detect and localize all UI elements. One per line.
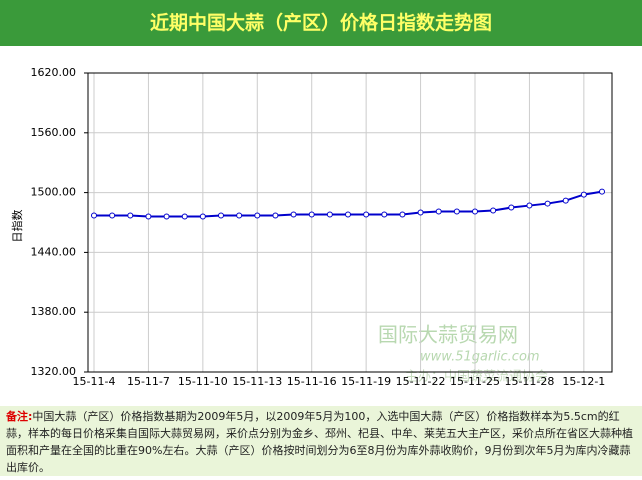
watermark: 国际大蒜贸易网 [378,323,518,347]
data-point [453,208,460,215]
data-point [109,212,116,219]
data-point [254,212,261,219]
data-point [181,213,188,220]
data-point [218,212,224,219]
note: 备注:中国大蒜（产区）价格指数基期为2009年5月，以2009年5月为100，入… [0,406,642,476]
data-point [399,211,406,218]
data-point [127,212,134,219]
x-tick-label: 15-11-22 [396,375,446,388]
chart-title: 近期中国大蒜（产区）价格日指数走势图 [0,0,642,46]
chart: 国际大蒜贸易网 www.51garlic.com 主办：中国蔬菜流通协会 日指数… [0,46,642,406]
data-point [326,211,333,218]
data-point [508,204,515,211]
data-point [345,211,351,218]
data-point [363,211,370,218]
watermark: 主办：中国蔬菜流通协会 [405,370,548,385]
x-tick-label: 15-11-4 [73,375,116,388]
data-point [308,211,315,218]
x-tick-label: 15-12-1 [562,375,605,388]
x-tick-label: 15-11-10 [178,375,228,388]
y-tick-label: 1440.00 [31,245,77,258]
x-tick-label: 15-11-19 [341,375,391,388]
data-point [417,209,424,216]
y-tick-label: 1560.00 [31,126,77,139]
data-point [562,197,569,204]
data-point [163,213,170,220]
x-tick-label: 15-11-7 [127,375,170,388]
x-tick-label: 15-11-25 [450,375,500,388]
data-point [290,211,297,218]
watermark: www.51garlic.com [420,350,540,365]
chart-bg [0,46,642,406]
y-tick-label: 1500.00 [31,186,77,199]
y-axis-label: 日指数 [10,210,24,243]
data-point [381,211,388,218]
y-tick-label: 1620.00 [31,66,77,79]
note-text: 中国大蒜（产区）价格指数基期为2009年5月，以2009年5月为100，入选中国… [6,410,633,474]
plot-frame [87,72,613,373]
y-tick-label: 1320.00 [31,365,77,378]
x-tick-label: 15-11-28 [504,375,554,388]
data-point [435,208,442,215]
data-point [199,213,206,220]
data-point [145,213,152,220]
note-label: 备注: [6,410,33,423]
x-tick-label: 15-11-16 [287,375,337,388]
x-tick-label: 15-11-13 [232,375,282,388]
data-point [599,188,605,195]
data-point [272,212,279,219]
data-point [526,202,533,209]
data-point [544,200,551,207]
data-point [490,207,497,214]
y-tick-label: 1380.00 [31,305,77,318]
data-point [580,191,587,198]
data-point [472,208,478,215]
data-point [236,212,243,219]
data-point [91,212,97,219]
